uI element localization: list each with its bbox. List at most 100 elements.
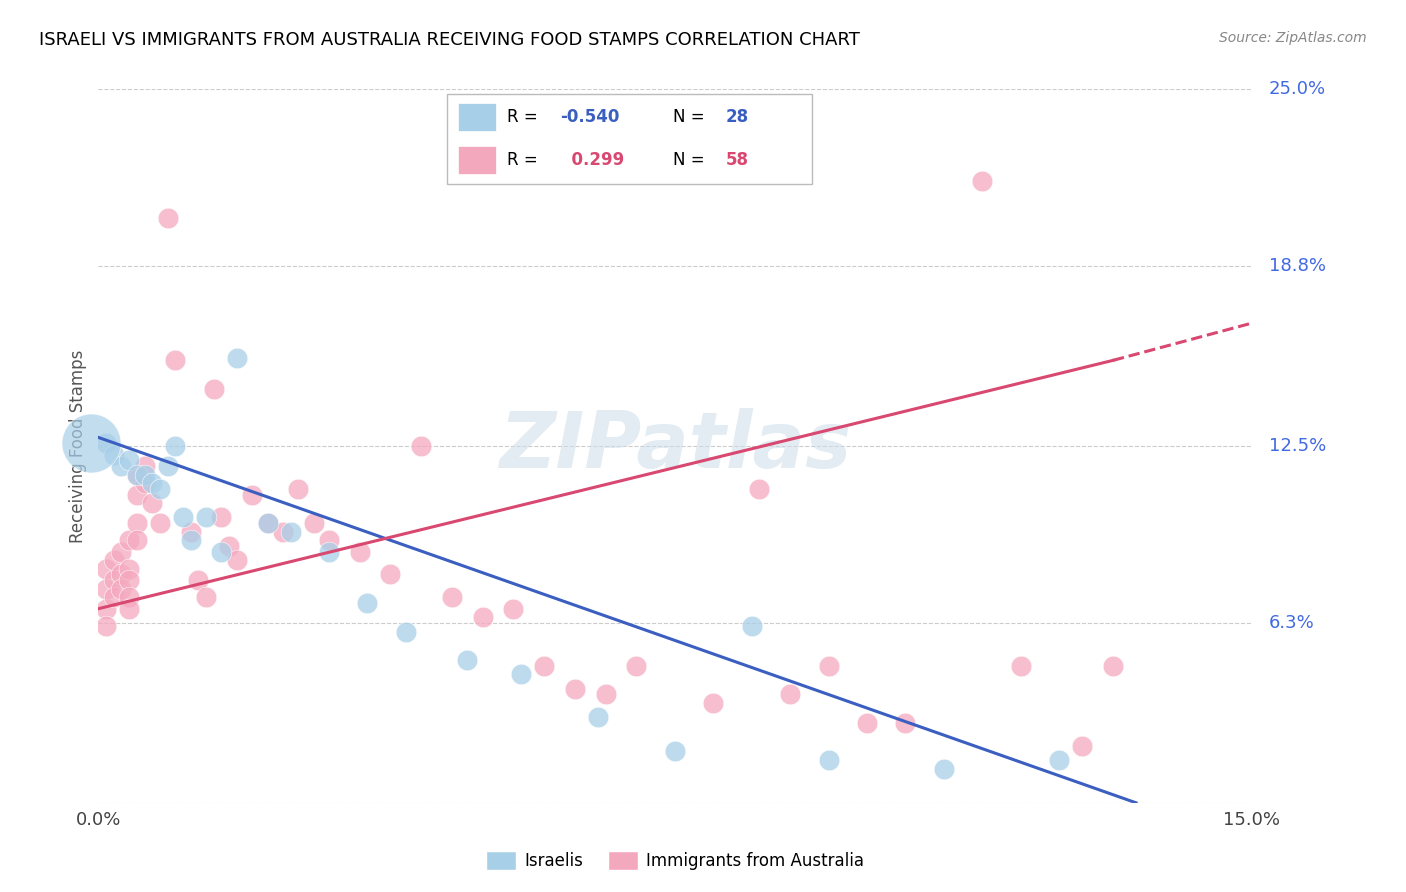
Point: [1047, 753, 1070, 767]
FancyBboxPatch shape: [447, 94, 813, 184]
Point: [118, 601, 141, 615]
Point: [356, 596, 378, 610]
Text: N =: N =: [672, 108, 710, 126]
Point: [502, 601, 524, 615]
Point: [118, 453, 141, 467]
Bar: [458, 146, 496, 174]
Point: [134, 476, 156, 491]
Point: [664, 744, 686, 758]
Point: [141, 476, 163, 491]
Legend: Israelis, Immigrants from Australia: Israelis, Immigrants from Australia: [479, 844, 870, 877]
Text: Source: ZipAtlas.com: Source: ZipAtlas.com: [1219, 31, 1367, 45]
Point: [741, 619, 763, 633]
Point: [94, 436, 117, 450]
Text: R =: R =: [508, 152, 543, 169]
Point: [141, 496, 163, 510]
Point: [125, 516, 148, 530]
Point: [118, 573, 141, 587]
Point: [110, 544, 132, 558]
Point: [149, 482, 172, 496]
Text: 12.5%: 12.5%: [1268, 437, 1326, 455]
Point: [103, 591, 125, 605]
Point: [240, 487, 263, 501]
Point: [103, 553, 125, 567]
Point: [471, 610, 494, 624]
Point: [1071, 739, 1094, 753]
Text: 6.3%: 6.3%: [1268, 614, 1315, 632]
Point: [395, 624, 418, 639]
Point: [1102, 658, 1125, 673]
Point: [225, 553, 247, 567]
Text: 18.8%: 18.8%: [1268, 257, 1326, 275]
Point: [856, 715, 879, 730]
Point: [180, 524, 202, 539]
Point: [349, 544, 371, 558]
Point: [411, 439, 433, 453]
Point: [125, 487, 148, 501]
Text: 58: 58: [725, 152, 748, 169]
Point: [156, 458, 179, 473]
Bar: [458, 103, 496, 131]
Point: [110, 567, 132, 582]
Point: [195, 591, 218, 605]
Point: [225, 351, 247, 365]
Point: [94, 619, 117, 633]
Text: N =: N =: [672, 152, 710, 169]
Point: [125, 533, 148, 548]
Text: 0.299: 0.299: [560, 152, 624, 169]
Point: [972, 173, 994, 187]
Point: [595, 687, 617, 701]
Point: [533, 658, 555, 673]
Point: [564, 681, 586, 696]
Point: [94, 562, 117, 576]
Point: [440, 591, 463, 605]
Point: [165, 439, 187, 453]
Point: [172, 510, 194, 524]
Point: [510, 667, 533, 681]
Point: [80, 436, 103, 450]
Point: [180, 533, 202, 548]
Point: [280, 524, 302, 539]
Point: [195, 510, 218, 524]
Point: [110, 458, 132, 473]
Point: [287, 482, 309, 496]
Point: [256, 516, 278, 530]
Point: [134, 467, 156, 482]
Point: [94, 601, 117, 615]
Point: [256, 516, 278, 530]
Text: 25.0%: 25.0%: [1268, 80, 1326, 98]
Point: [110, 582, 132, 596]
Point: [318, 544, 340, 558]
Point: [187, 573, 209, 587]
Point: [218, 539, 240, 553]
Text: ZIPatlas: ZIPatlas: [499, 408, 851, 484]
Point: [202, 382, 225, 396]
Point: [626, 658, 648, 673]
Point: [586, 710, 609, 724]
Text: ISRAELI VS IMMIGRANTS FROM AUSTRALIA RECEIVING FOOD STAMPS CORRELATION CHART: ISRAELI VS IMMIGRANTS FROM AUSTRALIA REC…: [39, 31, 860, 49]
Point: [456, 653, 478, 667]
Point: [134, 458, 156, 473]
Point: [702, 696, 724, 710]
Point: [165, 353, 187, 368]
Point: [125, 467, 148, 482]
Point: [932, 762, 955, 776]
Point: [156, 211, 179, 225]
Point: [209, 510, 232, 524]
Text: 28: 28: [725, 108, 748, 126]
Point: [118, 562, 141, 576]
Point: [271, 524, 294, 539]
Point: [302, 516, 325, 530]
Point: [149, 516, 172, 530]
Point: [103, 448, 125, 462]
Point: [118, 591, 141, 605]
Y-axis label: Receiving Food Stamps: Receiving Food Stamps: [69, 350, 87, 542]
Point: [1010, 658, 1032, 673]
Point: [125, 467, 148, 482]
Point: [94, 582, 117, 596]
Point: [318, 533, 340, 548]
Point: [103, 573, 125, 587]
Point: [380, 567, 402, 582]
Point: [118, 533, 141, 548]
Point: [748, 482, 770, 496]
